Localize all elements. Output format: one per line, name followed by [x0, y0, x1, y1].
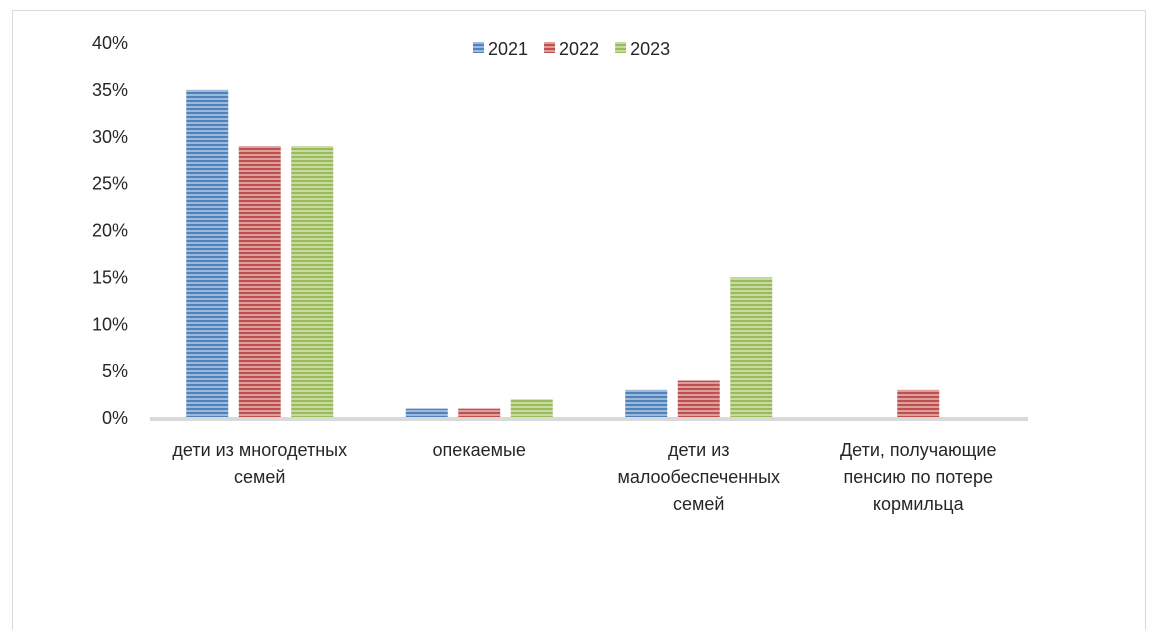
- x-tick-label: опекаемые: [433, 440, 526, 460]
- bar-2021: [186, 89, 229, 418]
- y-tick-label: 5%: [102, 361, 128, 381]
- bar-2022: [458, 408, 501, 418]
- y-tick-label: 40%: [92, 33, 128, 53]
- y-tick-label: 20%: [92, 221, 128, 241]
- x-tick-label: Дети, получающие пенсию по потере кормильц…: [840, 440, 997, 514]
- bar-2022: [897, 389, 940, 418]
- bar-2023: [291, 146, 334, 418]
- legend-label: 2021: [488, 39, 528, 59]
- x-tick-label: дети из многодетных семей: [172, 440, 347, 487]
- bar-2022: [238, 146, 281, 418]
- legend-swatch: [544, 42, 556, 53]
- bar-2023: [510, 399, 553, 418]
- x-tick-label: дети из малообеспеченных семей: [617, 440, 780, 514]
- legend-label: 2022: [559, 39, 599, 59]
- bars: [186, 89, 940, 418]
- x-axis: дети из многодетных семей опекаемые дети из…: [172, 440, 996, 514]
- y-tick-label: 0%: [102, 408, 128, 428]
- y-tick-label: 15%: [92, 267, 128, 287]
- y-axis: 0% 5% 10% 15% 20% 25% 30% 35% 40%: [92, 33, 128, 428]
- legend: 2021 2022 2023: [473, 39, 670, 59]
- legend-swatch: [615, 42, 627, 53]
- y-tick-label: 10%: [92, 314, 128, 334]
- y-tick-label: 30%: [92, 127, 128, 147]
- bar-2022: [677, 380, 720, 418]
- bar-2021: [405, 408, 448, 418]
- chart-border: [12, 10, 1146, 630]
- legend-label: 2023: [630, 39, 670, 59]
- bar-2023: [730, 277, 773, 418]
- y-tick-label: 35%: [92, 80, 128, 100]
- y-tick-label: 25%: [92, 174, 128, 194]
- legend-swatch: [473, 42, 484, 53]
- bar-2021: [625, 389, 668, 418]
